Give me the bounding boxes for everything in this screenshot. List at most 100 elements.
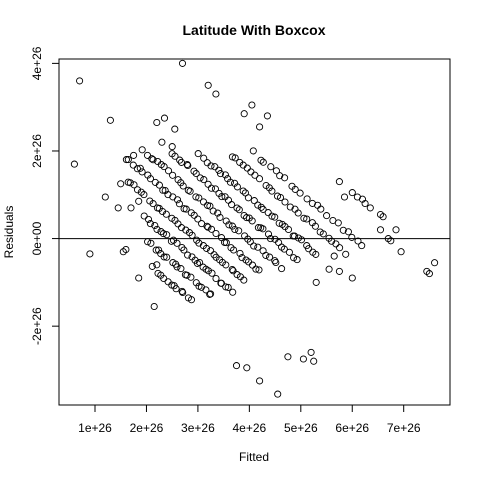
data-point [155, 181, 163, 189]
data-point [169, 171, 177, 179]
data-point [173, 263, 181, 271]
data-point [186, 187, 194, 195]
data-point [339, 226, 347, 234]
data-point [204, 81, 212, 89]
data-point [184, 161, 192, 170]
data-point [173, 196, 182, 204]
data-point [303, 215, 311, 223]
data-point [254, 243, 262, 251]
data-point [332, 240, 340, 248]
data-point [276, 172, 284, 180]
data-point [354, 237, 362, 245]
data-point [325, 265, 333, 273]
data-point [155, 246, 163, 254]
data-point [178, 243, 186, 252]
data-point [202, 244, 211, 252]
data-point [146, 220, 154, 228]
data-point [144, 238, 152, 246]
data-point [231, 154, 239, 162]
data-point [204, 223, 212, 231]
data-points [70, 59, 439, 398]
x-axis-label: Fitted [239, 450, 269, 464]
data-point [312, 278, 320, 286]
data-point [358, 242, 366, 250]
data-point [336, 244, 344, 252]
data-point [153, 118, 161, 127]
data-point [163, 253, 171, 261]
data-point [264, 230, 273, 238]
data-point [250, 242, 258, 250]
data-point [280, 245, 288, 253]
x-tick-label: 2e+26 [130, 421, 164, 435]
data-point [247, 168, 255, 176]
data-point [259, 205, 267, 213]
data-point [243, 164, 251, 172]
data-point [212, 253, 220, 261]
data-point [431, 259, 439, 267]
data-point [348, 274, 356, 282]
data-point [171, 152, 179, 160]
data-point [272, 167, 280, 175]
data-point [290, 254, 298, 262]
data-point [117, 180, 125, 188]
data-point [274, 390, 282, 398]
data-point [216, 170, 225, 178]
data-point [164, 167, 173, 175]
data-point [221, 171, 229, 179]
data-point [135, 274, 143, 282]
data-point [199, 198, 208, 206]
data-point [216, 213, 224, 221]
data-point [235, 206, 243, 214]
data-point [183, 160, 191, 169]
data-point [276, 193, 285, 202]
data-point [204, 180, 212, 188]
data-point [243, 214, 251, 222]
data-point [218, 193, 226, 201]
data-point [171, 125, 179, 133]
data-point [286, 203, 294, 211]
data-point [179, 182, 187, 190]
data-point [196, 174, 204, 182]
data-point [285, 248, 293, 256]
data-point [238, 254, 246, 262]
data-point [257, 203, 265, 211]
data-point [224, 196, 233, 204]
data-point [178, 59, 187, 67]
data-point [152, 246, 160, 254]
y-tick-label: 0e+00 [30, 221, 44, 255]
data-point [207, 162, 215, 170]
data-point [192, 193, 200, 201]
x-tick-label: 3e+26 [181, 421, 215, 435]
data-point [256, 123, 264, 131]
data-point [175, 200, 183, 208]
data-point [252, 265, 260, 273]
data-point [228, 201, 236, 209]
data-point [138, 146, 146, 154]
data-point [225, 221, 233, 229]
data-point [275, 219, 283, 227]
data-point [299, 355, 307, 363]
data-point [284, 225, 293, 234]
data-point [323, 212, 331, 220]
data-point [206, 202, 214, 210]
data-point [187, 273, 195, 281]
data-point [149, 156, 157, 164]
data-point [319, 230, 327, 238]
data-point [281, 174, 289, 182]
data-point [293, 256, 301, 264]
data-point [133, 186, 142, 194]
data-point [311, 222, 319, 230]
data-point [86, 250, 94, 258]
data-point [180, 246, 188, 254]
data-point [211, 185, 219, 193]
data-point [70, 160, 78, 168]
y-tick-label: -2e+26 [30, 307, 44, 345]
data-point [130, 151, 138, 159]
data-point [212, 274, 220, 283]
data-point [153, 261, 161, 269]
data-point [211, 163, 219, 171]
data-point [187, 296, 196, 304]
data-point [376, 226, 385, 234]
data-point [222, 261, 230, 269]
data-point [148, 262, 156, 270]
